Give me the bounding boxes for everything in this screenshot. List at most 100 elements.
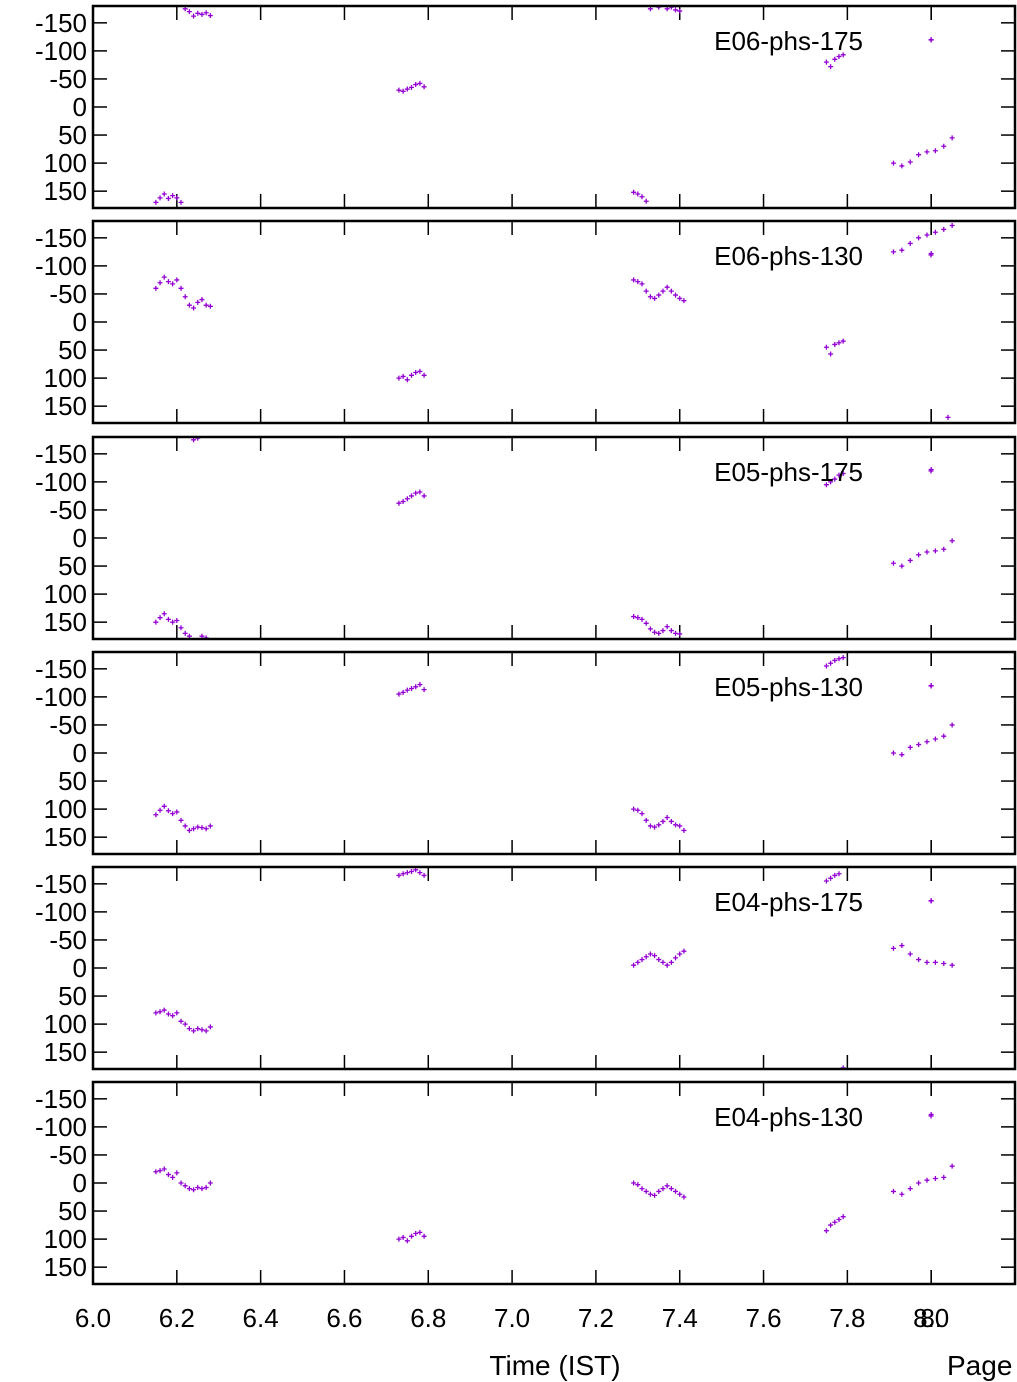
data-point (153, 1169, 159, 1175)
data-point (932, 548, 938, 554)
y-tick-label: 50 (58, 766, 87, 796)
data-point (165, 616, 171, 622)
data-point (664, 624, 670, 630)
panel-frame (91, 1080, 1017, 1286)
data-point (941, 961, 947, 967)
y-tick-label: -100 (35, 36, 87, 66)
y-tick-label: -100 (35, 897, 87, 927)
data-point (170, 811, 176, 817)
data-point (174, 195, 180, 201)
data-point (191, 13, 197, 19)
data-point (832, 56, 838, 62)
data-point (840, 470, 846, 476)
y-tick-label: 100 (44, 1009, 87, 1039)
data-point (161, 1007, 167, 1013)
y-tick-label: 150 (44, 176, 87, 206)
data-point (182, 1021, 188, 1027)
y-tick-label: 0 (73, 1168, 87, 1198)
data-point (899, 1191, 905, 1197)
y-tick-label: 150 (44, 607, 87, 637)
data-point (677, 295, 683, 301)
data-point (157, 280, 163, 286)
data-point (647, 1191, 653, 1197)
y-tick-label: 50 (58, 551, 87, 581)
data-point (400, 1234, 406, 1240)
data-point (174, 809, 180, 815)
y-tick-label: -50 (49, 279, 87, 309)
data-point (203, 826, 209, 832)
data-point (199, 1027, 205, 1033)
data-point (949, 1163, 955, 1169)
data-point (681, 948, 687, 954)
data-point (668, 959, 674, 965)
data-point (153, 619, 159, 625)
x-tick-label: 7.4 (662, 1303, 698, 1333)
panel-frame (91, 435, 1017, 641)
data-point (178, 285, 184, 291)
data-point (639, 616, 645, 622)
data-point (656, 292, 662, 298)
y-tick-label: 100 (44, 1224, 87, 1254)
data-point (643, 817, 649, 823)
y-tick-label: -50 (49, 64, 87, 94)
legend-marker (928, 252, 934, 258)
data-point (932, 1176, 938, 1182)
data-point (677, 951, 683, 957)
data-point (899, 163, 905, 169)
data-point (153, 1010, 159, 1016)
data-point (836, 340, 842, 346)
data-point (668, 818, 674, 824)
data-point (195, 1184, 201, 1190)
data-point (832, 1219, 838, 1225)
data-point (823, 1228, 829, 1234)
data-point (195, 10, 201, 16)
data-point (421, 493, 427, 499)
data-point (924, 549, 930, 555)
y-tick-label: 150 (44, 822, 87, 852)
x-tick-label: 7.2 (578, 1303, 614, 1333)
y-tick-label: 150 (44, 1037, 87, 1067)
data-point (660, 628, 666, 634)
data-point (924, 959, 930, 965)
data-point (631, 614, 637, 620)
y-tick-label: 0 (73, 953, 87, 983)
data-point (635, 615, 641, 621)
data-point (182, 294, 188, 300)
data-point (157, 1009, 163, 1015)
data-point (165, 195, 171, 201)
y-tick-label: 100 (44, 794, 87, 824)
data-point (396, 691, 402, 697)
data-point (823, 878, 829, 884)
x-axis-label: Time (IST) (489, 1350, 620, 1381)
data-point (941, 143, 947, 149)
data-point (840, 338, 846, 344)
data-point (409, 84, 415, 90)
data-point (396, 500, 402, 506)
data-point (178, 625, 184, 631)
data-point (174, 1170, 180, 1176)
data-point (664, 962, 670, 968)
y-tick-label: -50 (49, 495, 87, 525)
data-point (404, 377, 410, 383)
data-point (916, 552, 922, 558)
data-point (635, 807, 641, 813)
data-point (652, 1192, 658, 1198)
data-point (832, 657, 838, 663)
data-point (153, 285, 159, 291)
data-point (916, 1180, 922, 1186)
data-point (890, 945, 896, 951)
data-point (656, 822, 662, 828)
y-tick-label: 50 (58, 981, 87, 1011)
data-point (199, 11, 205, 17)
data-point (157, 195, 163, 201)
y-tick-label: 100 (44, 579, 87, 609)
data-point (635, 959, 641, 965)
x-tick-label: 6.6 (326, 1303, 362, 1333)
data-point (949, 538, 955, 544)
panel-frame (91, 865, 1017, 1071)
data-point (421, 872, 427, 878)
legend-label: E06-phs-175 (714, 26, 863, 56)
